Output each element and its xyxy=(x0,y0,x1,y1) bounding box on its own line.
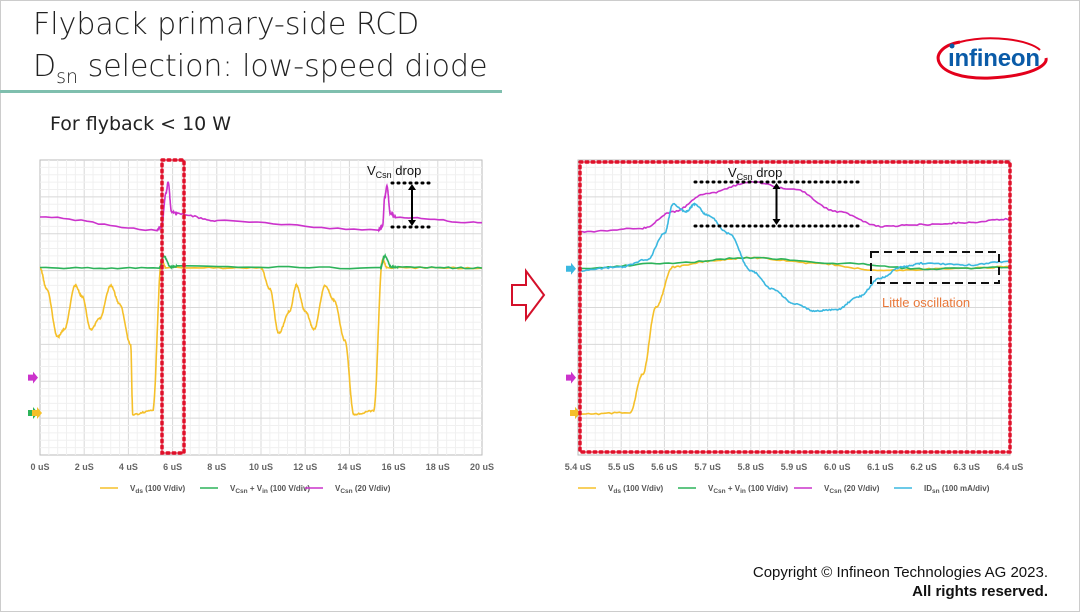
x-tick-label: 5.7 uS xyxy=(694,462,721,472)
x-tick-label: 5.6 uS xyxy=(651,462,678,472)
vcsn-drop-label: VCsn drop xyxy=(728,165,782,182)
oscilloscope-figures: 0 uS 2 uS 4 uS 6 uS 8 uS 10 uS 12 uS 14 uS 16 uS… xyxy=(0,0,1080,510)
legend-label: IDsn (100 mA/div) xyxy=(924,484,990,495)
x-tick-label: 5.8 uS xyxy=(738,462,765,472)
x-tick-label: 2 uS xyxy=(75,462,94,472)
x-tick-label: 5.9 uS xyxy=(781,462,808,472)
scope-chart-1: 0 uS 2 uS 4 uS 6 uS 8 uS 10 uS 12 uS 14 uS 16 uS… xyxy=(28,160,494,495)
x-tick-label: 20 uS xyxy=(470,462,494,472)
channel-marker-icon xyxy=(566,372,576,384)
x-tick-label: 6.3 uS xyxy=(954,462,981,472)
x-tick-label: 6.0 uS xyxy=(824,462,851,472)
x-tick-label: 6.4 uS xyxy=(997,462,1024,472)
copyright: Copyright © Infineon Technologies AG 202… xyxy=(753,563,1048,601)
x-tick-label: 16 uS xyxy=(382,462,406,472)
x-tick-label: 12 uS xyxy=(293,462,317,472)
x-tick-label: 8 uS xyxy=(207,462,226,472)
channel-marker-icon xyxy=(566,263,576,275)
legend-label: VCsn (20 V/div) xyxy=(335,484,391,495)
x-tick-label: 10 uS xyxy=(249,462,273,472)
little-oscillation-label: Little oscillation xyxy=(882,295,970,310)
vcsn-drop-label: VCsn drop xyxy=(367,163,421,180)
legend-label: VCsn + Vin (100 V/div) xyxy=(708,484,788,495)
channel-marker-icon xyxy=(28,372,38,384)
x-tick-label: 6 uS xyxy=(163,462,182,472)
copyright-text: Copyright © Infineon Technologies AG 202… xyxy=(753,564,1048,581)
scope-chart-2: 5.4 uS 5.5 uS 5.6 uS 5.7 uS 5.8 uS 5.9 uS 6.0 … xyxy=(565,160,1024,495)
x-tick-label: 5.4 uS xyxy=(565,462,592,472)
legend-label: Vds (100 V/div) xyxy=(130,484,186,495)
legend-label: VCsn (20 V/div) xyxy=(824,484,880,495)
zoom-arrow-icon xyxy=(512,271,544,319)
x-tick-label: 18 uS xyxy=(426,462,450,472)
x-tick-label: 4 uS xyxy=(119,462,138,472)
x-tick-label: 0 uS xyxy=(30,462,49,472)
rights-text: All rights reserved. xyxy=(753,582,1048,601)
legend-label: Vds (100 V/div) xyxy=(608,484,664,495)
legend-label: VCsn + Vin (100 V/div) xyxy=(230,484,310,495)
x-tick-label: 5.5 uS xyxy=(608,462,635,472)
x-tick-label: 6.2 uS xyxy=(910,462,937,472)
x-tick-label: 6.1 uS xyxy=(867,462,894,472)
x-tick-label: 14 uS xyxy=(337,462,361,472)
